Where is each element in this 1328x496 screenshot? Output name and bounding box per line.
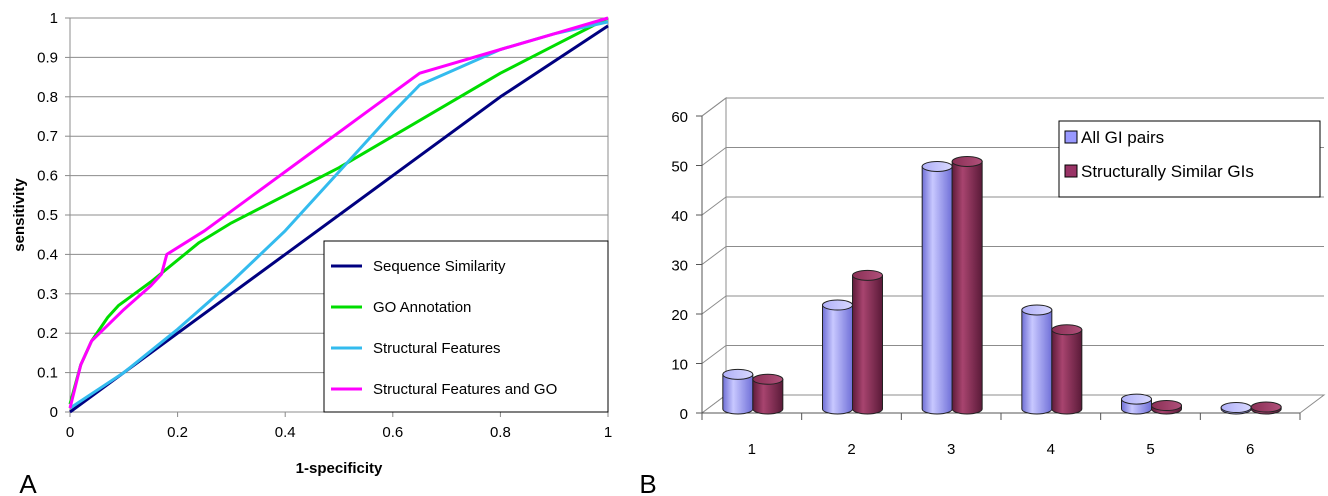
x-tick-label-a: 0.2 xyxy=(167,424,188,441)
x-tick-label-a: 1 xyxy=(604,424,612,441)
bar-2 xyxy=(1051,329,1083,415)
x-tick-label-b: 3 xyxy=(947,441,955,458)
x-tick-label-b: 6 xyxy=(1246,441,1254,458)
y-tick-label-b: 60 xyxy=(671,109,688,126)
panel-label-b: B xyxy=(639,469,656,496)
y-tick-label-b: 0 xyxy=(680,406,688,423)
x-tick-label-a: 0.4 xyxy=(275,424,296,441)
legend-box-b xyxy=(1058,120,1321,198)
x-tick-label-a: 0 xyxy=(66,424,74,441)
bar-top-1 xyxy=(1220,402,1252,414)
panel-b: 0 10 20 30 40 50 60 1 2 3 4 5 6 All GI pairs Structura… xyxy=(639,97,1326,496)
legend-b: All GI pairs Structurally Similar GIs xyxy=(1058,120,1321,198)
bar-top-2 xyxy=(1051,324,1083,336)
bar-1 xyxy=(722,373,754,415)
legend-swatch-b-2 xyxy=(1064,164,1078,178)
y-tick-label-b: 40 xyxy=(671,208,688,225)
panel-a: 0 0.1 0.2 0.3 0.4 0.5 0.6 0.7 0.8 0.9 1 0 0.2 0.4 0.6 0… xyxy=(11,10,612,496)
bar-1 xyxy=(822,304,853,415)
bar-top-1 xyxy=(822,299,853,311)
bar-2 xyxy=(852,274,883,415)
y-tick-label-a: 0.2 xyxy=(37,325,58,342)
bar-2 xyxy=(951,161,983,415)
bar-top-2 xyxy=(1151,400,1182,412)
y-tick-label-a: 0.5 xyxy=(37,207,58,224)
bar-top-2 xyxy=(951,156,983,167)
y-tick-label-a: 0.4 xyxy=(37,246,58,263)
grid-diag-b xyxy=(701,97,727,117)
legend-swatch-b-1 xyxy=(1064,130,1078,144)
bar-1 xyxy=(1021,309,1053,415)
grid-diag-b xyxy=(701,147,727,166)
x-tick-label-b: 5 xyxy=(1146,441,1154,458)
bar-top-1 xyxy=(1021,304,1053,316)
bar-top-1 xyxy=(921,160,953,172)
legend-label-2: GO Annotation xyxy=(373,299,471,316)
bar-2 xyxy=(752,378,784,415)
bar-top-2 xyxy=(1250,401,1282,413)
legend-label-4: Structural Features and GO xyxy=(373,381,557,398)
series-line-4 xyxy=(68,16,609,409)
y-tick-label-b: 10 xyxy=(671,357,688,374)
panel-label-a: A xyxy=(19,469,37,496)
bar-top-1 xyxy=(1121,393,1152,405)
series-line-2 xyxy=(68,16,609,405)
x-tick-label-b: 2 xyxy=(847,441,855,458)
x-tick-label-b: 4 xyxy=(1047,441,1055,458)
x-tick-label-b: 1 xyxy=(748,441,756,458)
x-tick-label-a: 0.8 xyxy=(490,424,511,441)
y-tick-label-a: 0.3 xyxy=(37,286,58,303)
bar-top-2 xyxy=(852,269,883,281)
y-axis-title-a: sensitivity xyxy=(11,178,28,252)
y-tick-label-b: 20 xyxy=(671,307,688,324)
x-axis-title-a: 1-specificity xyxy=(296,460,383,477)
y-tick-label-a: 0.6 xyxy=(37,168,58,185)
legend-label-b-1: All GI pairs xyxy=(1081,128,1164,147)
y-tick-label-a: 0.8 xyxy=(37,89,58,106)
grid-diag-b xyxy=(701,295,727,315)
bar-1 xyxy=(921,165,953,415)
series-line-1 xyxy=(69,24,609,414)
legend-label-1: Sequence Similarity xyxy=(373,258,506,275)
grid-diag-b xyxy=(701,196,727,216)
grid-diag-b xyxy=(701,345,727,364)
legend-a: Sequence Similarity GO Annotation Structur… xyxy=(323,240,609,413)
y-tick-label-a: 0 xyxy=(50,404,58,421)
y-tick-label-a: 0.9 xyxy=(37,49,58,66)
x-tick-label-a: 0.6 xyxy=(382,424,403,441)
y-tick-label-a: 1 xyxy=(50,10,58,27)
grid-diag-b xyxy=(701,246,727,265)
y-tick-label-b: 50 xyxy=(671,159,688,176)
y-tick-label-b: 30 xyxy=(671,258,688,275)
y-tick-label-a: 0.1 xyxy=(37,365,58,382)
bar-top-1 xyxy=(722,368,754,380)
y-tick-label-a: 0.7 xyxy=(37,128,58,145)
legend-label-b-2: Structurally Similar GIs xyxy=(1081,162,1254,181)
bar-top-2 xyxy=(752,373,784,385)
legend-label-3: Structural Features xyxy=(373,340,501,357)
legend-box-a xyxy=(323,240,609,413)
